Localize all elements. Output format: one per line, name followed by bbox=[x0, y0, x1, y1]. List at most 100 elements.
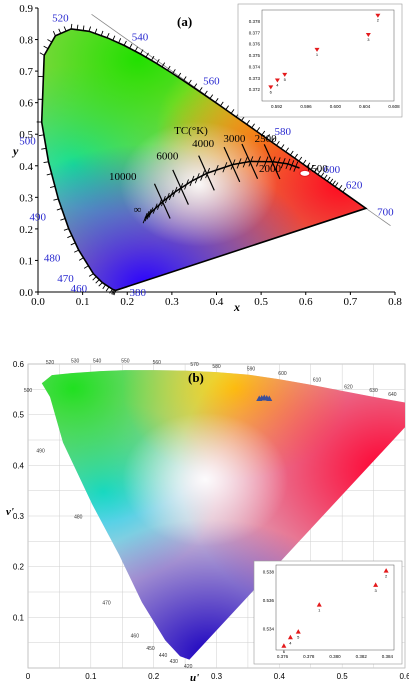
panel-a-locus-tick bbox=[140, 49, 144, 55]
panel-b-xtick-label: 0.4 bbox=[274, 672, 286, 681]
panel-a-inset-ytick: 0.375 bbox=[249, 53, 261, 58]
panel-a-inset-ytick: 0.377 bbox=[249, 30, 261, 35]
panel-a-inset-frame bbox=[237, 3, 403, 118]
panel-a-xtick-label: 0.4 bbox=[210, 296, 224, 308]
panel-b-inset-point-label: 3 bbox=[375, 588, 378, 593]
panel-b-ytick-label: 0.3 bbox=[13, 512, 25, 521]
panel-a-planckian-tick bbox=[263, 156, 269, 167]
panel-a-locus-tick bbox=[98, 282, 103, 287]
panel-a-planckian-tick bbox=[148, 207, 154, 218]
panel-a-locus-tick bbox=[214, 98, 219, 103]
panel-a-planckian-tick bbox=[256, 156, 261, 167]
panel-a-inset-xtick: 0.592 bbox=[271, 104, 283, 109]
panel-a-locus-tick bbox=[106, 32, 110, 38]
panel-a-locus-tick bbox=[271, 137, 275, 143]
panel-a-locus-tick bbox=[105, 286, 110, 292]
panel-a-xtick-label: 0.5 bbox=[254, 296, 268, 308]
panel-a-inset-point-label: 2 bbox=[377, 18, 380, 23]
panel-a-locus-tick bbox=[74, 249, 79, 253]
panel-a-locus-tick bbox=[102, 284, 106, 290]
panel-a-locus-tick bbox=[251, 123, 255, 129]
panel-a-locus-tick bbox=[49, 185, 56, 188]
panel-b-xtick-label: 0.3 bbox=[211, 672, 223, 681]
panel-b-wavelength-label: 600 bbox=[278, 371, 287, 377]
panel-a-locus-tick bbox=[172, 69, 176, 74]
panel-a-planckian-tick bbox=[164, 192, 170, 204]
panel-a-locus-tick bbox=[193, 83, 198, 89]
panel-a-xlabel: x bbox=[233, 300, 240, 314]
panel-a-locus-tick bbox=[167, 65, 171, 71]
panel-a-inset-ytick: 0.373 bbox=[249, 76, 261, 81]
panel-a-isotherm bbox=[263, 144, 281, 180]
panel-a-xtick-label: 0.3 bbox=[165, 296, 179, 308]
panel-a-ytick-label: 0.7 bbox=[19, 66, 33, 78]
panel-a: 0.0 0.1 0.2 0.3 0.4 0.5 0.6 0.7 0.8 0.0 0.1 0.2 0.3 0… bbox=[11, 3, 402, 314]
panel-a-locus-tick bbox=[100, 30, 104, 36]
panel-a-ytick-label: 0.6 bbox=[19, 98, 33, 110]
panel-a-inset-marker bbox=[314, 47, 320, 52]
panel-a-locus-tick bbox=[161, 62, 166, 68]
panel-a-cct-label: 4000 bbox=[192, 138, 215, 150]
panel-a-locus-tick bbox=[338, 185, 343, 190]
panel-b-inset-frame bbox=[253, 560, 403, 665]
panel-b-axes: 0 0.1 0.2 0.3 0.4 0.5 0.6 0.1 0.2 0.3 0.4 0.5 0.6 bbox=[13, 360, 409, 681]
panel-a-locus-tick bbox=[151, 55, 155, 61]
panel-b-xlabel: u' bbox=[190, 672, 199, 684]
panel-a-planckian-tick bbox=[142, 212, 148, 224]
panel-b-inset-ytick: 0.536 bbox=[263, 598, 275, 603]
panel-a-sample-cluster bbox=[299, 169, 311, 177]
panel-b: 0 0.1 0.2 0.3 0.4 0.5 0.60.10.20.30.40.50.6 42… bbox=[6, 358, 409, 684]
panel-a-tc-label: TC(°K) bbox=[174, 125, 208, 137]
panel-a-locus-tick bbox=[320, 172, 325, 177]
panel-a-locus-tick bbox=[76, 24, 79, 30]
panel-a-locus-tick bbox=[123, 40, 127, 46]
panel-a-isotherm bbox=[241, 143, 259, 179]
panel-a-locus-tick bbox=[82, 25, 85, 31]
panel-a-locus-tick bbox=[47, 39, 53, 43]
panel-a-ytick-label: 0.2 bbox=[19, 224, 33, 236]
panel-b-wavelength-label: 480 bbox=[74, 515, 83, 521]
panel-a-planckian-tick bbox=[275, 157, 281, 168]
panel-a-planckian-tick bbox=[144, 211, 150, 222]
panel-a-planckian-tick bbox=[213, 164, 219, 176]
panel-a-inset-marker bbox=[268, 85, 274, 90]
panel-a-inset-point-label: 6 bbox=[270, 89, 273, 94]
panel-a-locus-tick bbox=[60, 218, 66, 221]
panel-a-inset-point-label: 5 bbox=[284, 77, 287, 82]
panel-b-wavelength-label: 540 bbox=[93, 358, 102, 364]
panel-b-inset-xtick: 0.384 bbox=[382, 654, 394, 659]
panel-a-wavelength-label: 460 bbox=[71, 283, 88, 295]
panel-b-inset-xtick: 0.376 bbox=[277, 654, 289, 659]
panel-a-locus-tick bbox=[70, 242, 76, 246]
panel-a-cct-label: 10000 bbox=[109, 171, 137, 183]
panel-b-ytick-label: 0.2 bbox=[13, 563, 25, 572]
panel-b-inset-point-label: 6 bbox=[283, 649, 286, 654]
panel-a-cct-infinity: ∞ bbox=[134, 204, 142, 216]
panel-a-isotherm bbox=[223, 146, 241, 183]
panel-a-inset-marker bbox=[375, 13, 381, 18]
panel-b-xtick-label: 0 bbox=[26, 672, 31, 681]
panel-a-wavelength-label: 500 bbox=[19, 136, 36, 148]
panel-a-wavelength-label: 520 bbox=[52, 12, 69, 24]
panel-b-xtick-label: 0.5 bbox=[337, 672, 349, 681]
panel-a-locus-tick bbox=[38, 134, 44, 137]
panel-b-wavelength-label: 500 bbox=[24, 388, 33, 394]
panel-b-wavelength-label: 630 bbox=[369, 388, 378, 394]
panel-a-locus-tick bbox=[63, 26, 67, 32]
panel-a-locus-tick bbox=[52, 31, 56, 36]
panel-a-ytick-label: 0.4 bbox=[19, 161, 33, 173]
panel-a-isotherm bbox=[198, 155, 215, 191]
panel-b-inset-plot bbox=[275, 564, 395, 651]
panel-a-locus-tick bbox=[199, 87, 203, 92]
panel-a-planckian-tick bbox=[160, 195, 166, 207]
panel-a-locus-tick bbox=[332, 180, 336, 186]
panel-a-locus-tick bbox=[145, 52, 149, 58]
panel-a-inset: 0.592 0.596 0.600 0.604 0.608 0.372 0.373 0.374… bbox=[237, 3, 403, 118]
panel-a-locus-tick bbox=[317, 170, 322, 175]
panel-b-inset: 0.376 0.378 0.380 0.382 0.384 0.534 0.536 0.538… bbox=[253, 560, 403, 665]
panel-b-wavelength-label: 420 bbox=[184, 664, 193, 670]
panel-a-locus-tick bbox=[43, 161, 49, 164]
panel-a-wavelength-label: 620 bbox=[346, 180, 363, 192]
panel-a-planckian-tick bbox=[230, 159, 236, 170]
